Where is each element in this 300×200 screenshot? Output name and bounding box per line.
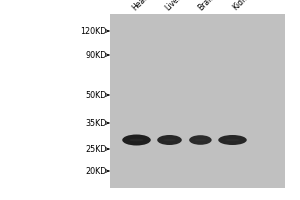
Text: 50KD: 50KD: [85, 90, 106, 99]
Ellipse shape: [157, 135, 182, 145]
Ellipse shape: [195, 139, 206, 141]
Ellipse shape: [218, 135, 247, 145]
Text: Kidney: Kidney: [231, 0, 256, 12]
Bar: [110, 14, 285, 188]
Text: Liver: Liver: [163, 0, 183, 12]
Text: 20KD: 20KD: [85, 166, 106, 176]
Ellipse shape: [189, 135, 212, 145]
Ellipse shape: [225, 139, 240, 141]
Ellipse shape: [163, 139, 176, 141]
Ellipse shape: [122, 134, 151, 146]
Text: 90KD: 90KD: [85, 50, 106, 60]
Text: Heart: Heart: [130, 0, 152, 12]
Text: 35KD: 35KD: [85, 118, 106, 128]
Text: 25KD: 25KD: [85, 144, 106, 154]
Text: 120KD: 120KD: [80, 26, 106, 36]
Text: Brain: Brain: [196, 0, 217, 12]
Ellipse shape: [129, 139, 144, 141]
